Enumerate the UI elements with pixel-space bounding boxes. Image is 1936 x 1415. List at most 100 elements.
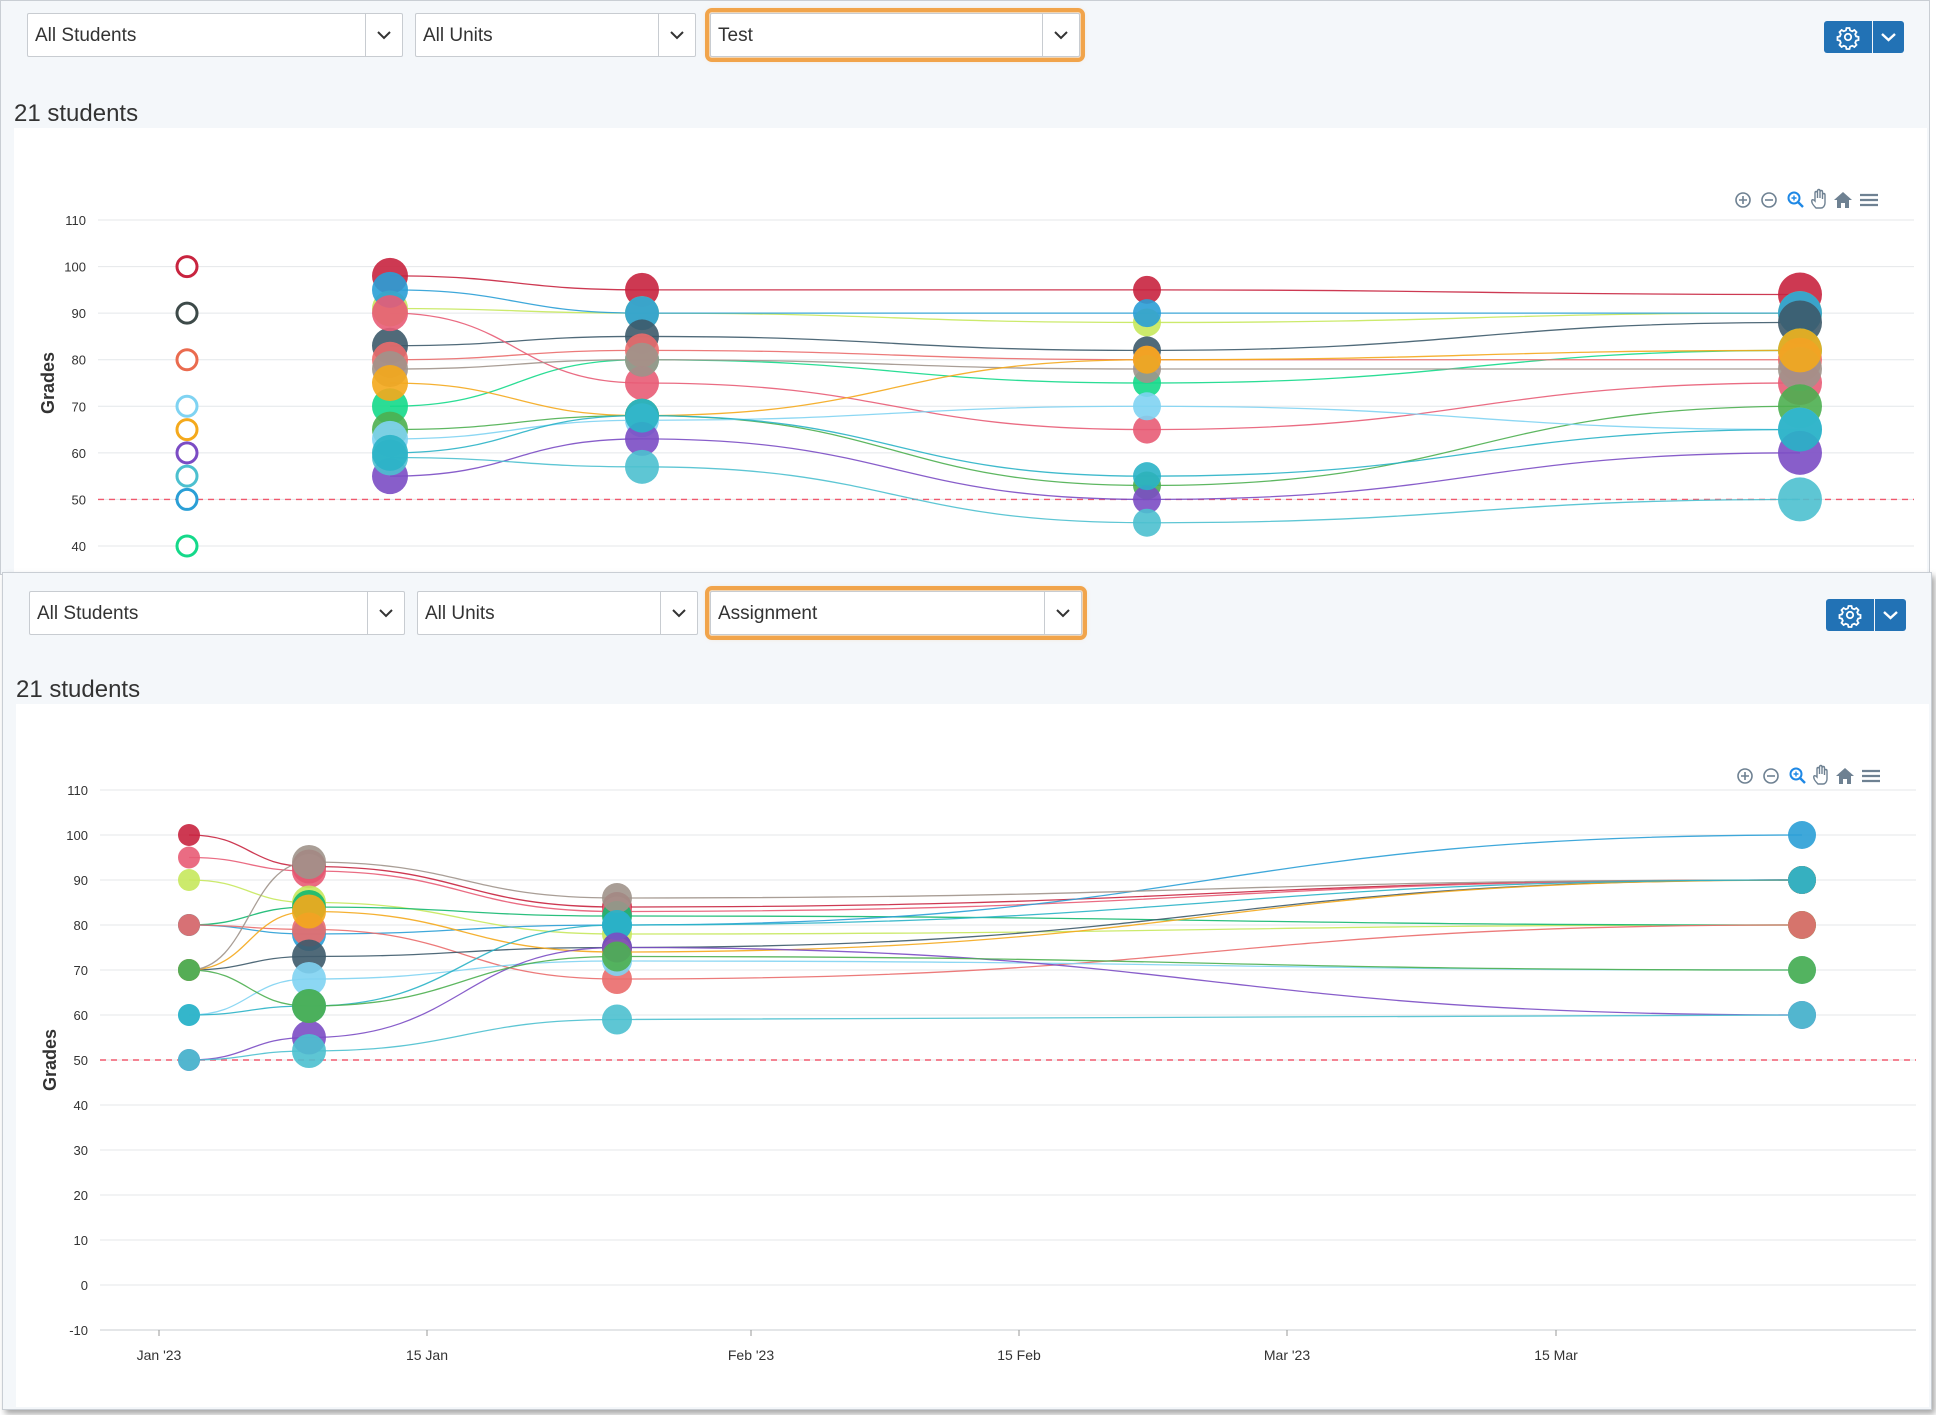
y-tick-label: -10 [69,1323,88,1338]
settings-dropdown-button[interactable] [1873,21,1904,53]
data-point[interactable] [625,272,659,307]
x-tick-label: 15 Feb [997,1347,1041,1363]
x-tick-label: Feb '23 [728,1347,774,1363]
chevron-down-icon[interactable] [367,592,404,634]
data-point[interactable] [1133,392,1161,421]
magnify-icon[interactable] [1789,767,1806,784]
data-point[interactable] [1788,821,1816,849]
y-tick-label: 90 [74,873,88,888]
hollow-data-point[interactable] [175,394,199,418]
series-line [389,349,1801,417]
y-tick-label: 60 [74,1008,88,1023]
data-point[interactable] [372,434,408,471]
data-point[interactable] [1133,415,1161,444]
hollow-data-point[interactable] [175,255,199,279]
data-point[interactable] [1133,345,1161,374]
zoom-out-icon[interactable] [1761,192,1777,208]
chevron-down-icon[interactable] [365,14,402,56]
menu-icon[interactable] [1860,193,1878,207]
data-point[interactable] [1778,477,1822,522]
data-point[interactable] [625,449,659,484]
filter-toolbar: All Students All Units Test [1,1,1929,63]
units-select[interactable]: All Units [415,13,696,57]
data-point[interactable] [625,342,659,377]
data-point[interactable] [178,1049,200,1071]
y-tick-label: 80 [74,918,88,933]
data-point[interactable] [292,989,326,1023]
magnify-icon[interactable] [1787,191,1804,208]
hollow-data-point[interactable] [175,418,199,442]
data-point[interactable] [1788,956,1816,984]
hollow-data-point[interactable] [175,487,199,511]
zoom-in-icon[interactable] [1735,192,1751,208]
data-point[interactable] [1778,407,1822,452]
data-point[interactable] [372,295,408,332]
data-point[interactable] [625,398,659,433]
home-icon[interactable] [1836,768,1854,784]
data-point[interactable] [292,962,326,996]
chevron-down-icon[interactable] [658,14,695,56]
assessment-type-select[interactable]: Test [705,8,1085,62]
data-point[interactable] [178,914,200,936]
data-point[interactable] [1778,328,1822,373]
data-point[interactable] [1788,911,1816,939]
zoom-in-icon[interactable] [1737,768,1753,784]
student-count-title: 21 students [14,100,139,127]
menu-icon[interactable] [1862,769,1880,783]
series-line [389,289,1800,314]
data-point[interactable] [1133,462,1161,491]
data-point[interactable] [292,845,326,879]
data-point[interactable] [178,869,200,891]
units-select[interactable]: All Units [417,591,698,635]
data-point[interactable] [1133,485,1161,514]
data-point[interactable] [1788,866,1816,894]
data-point[interactable] [1133,275,1161,304]
home-icon[interactable] [1834,192,1852,208]
data-point[interactable] [372,365,408,401]
series-line [188,879,1803,935]
data-point[interactable] [1133,508,1161,537]
data-point[interactable] [1133,299,1161,328]
settings-dropdown-button[interactable] [1875,599,1906,631]
y-tick-label: 40 [72,539,86,554]
data-point[interactable] [625,296,659,331]
data-point[interactable] [602,1004,632,1035]
data-point[interactable] [625,421,659,456]
series-line [389,321,1801,352]
data-point[interactable] [292,1034,326,1068]
students-select[interactable]: All Students [27,13,403,57]
pan-hand-icon[interactable] [1813,764,1828,785]
series-line [389,307,1801,324]
y-tick-label: 40 [74,1098,88,1113]
series-line [389,349,1800,361]
hollow-data-point[interactable] [175,348,199,372]
chevron-down-icon [1881,33,1896,42]
zoom-out-icon[interactable] [1763,768,1779,784]
data-point[interactable] [178,846,200,869]
data-point[interactable] [625,366,659,400]
data-point[interactable] [602,941,632,972]
data-point[interactable] [602,910,632,940]
chevron-down-icon[interactable] [1044,592,1081,634]
hollow-data-point[interactable] [175,301,199,325]
data-point[interactable] [178,1004,200,1026]
pan-hand-icon[interactable] [1811,188,1826,209]
students-select[interactable]: All Students [29,591,405,635]
hollow-data-point[interactable] [175,534,199,558]
units-select-value: All Units [423,25,493,46]
assignment-chart-container: -10 0 10 20 30 40 50 60 70 80 90 100 110 Grades Jan '2… [16,704,1929,1407]
chevron-down-icon[interactable] [1042,14,1079,56]
data-point[interactable] [178,824,200,846]
assessment-type-select[interactable]: Assignment [705,586,1087,640]
data-point[interactable] [178,959,200,981]
settings-button[interactable] [1824,21,1872,53]
chevron-down-icon [1883,611,1898,620]
hollow-data-point[interactable] [175,441,199,465]
chevron-down-icon[interactable] [660,592,697,634]
hollow-data-point[interactable] [175,464,199,488]
data-point[interactable] [1788,1001,1816,1029]
data-point[interactable] [602,883,632,913]
data-point[interactable] [292,894,326,929]
y-tick-label: 70 [74,963,88,978]
settings-button[interactable] [1826,599,1874,631]
